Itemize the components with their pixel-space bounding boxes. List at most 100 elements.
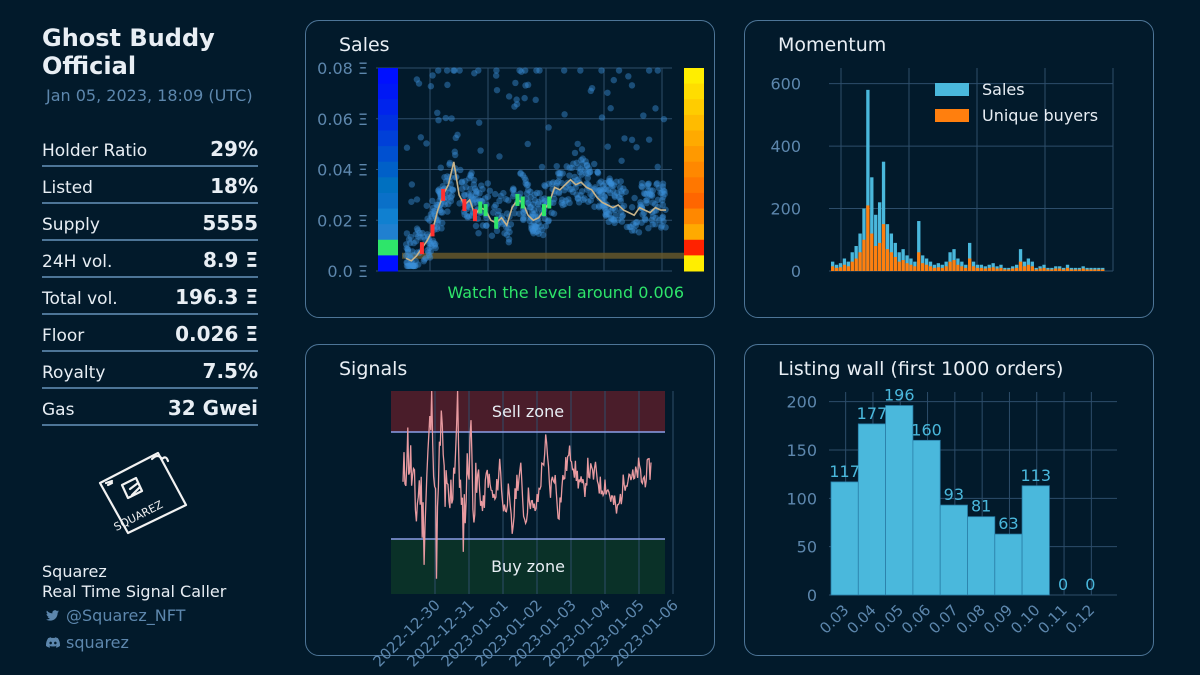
momentum-sales-bar [838, 263, 843, 271]
sales-point [561, 111, 568, 118]
sales-point [403, 259, 410, 266]
sales-point [654, 196, 662, 204]
stat-total-volume: Total vol. 196.3 Ξ [42, 277, 258, 315]
twitter-link[interactable]: @Squarez_NFT [46, 606, 185, 625]
sales-point [585, 165, 593, 172]
sales-point [596, 179, 603, 187]
momentum-buyers-bar [874, 246, 878, 271]
sales-point [582, 170, 590, 177]
sales-point [638, 219, 645, 226]
sales-point [578, 146, 586, 153]
sales-point [615, 216, 622, 224]
sales-point [587, 197, 595, 204]
listing-y-tick: 50 [797, 538, 817, 557]
sales-point [641, 215, 649, 222]
sales-point [503, 224, 510, 231]
sales-point [476, 190, 483, 197]
listing-y-tick: 0 [807, 586, 817, 605]
momentum-sales-bar [881, 161, 886, 271]
sales-point [658, 189, 666, 196]
sales-point [505, 93, 513, 100]
sales-point [481, 195, 489, 202]
sales-point [530, 206, 538, 214]
sales-point [495, 207, 502, 215]
sales-point [456, 200, 463, 207]
momentum-buyers-bar [948, 261, 952, 271]
sales-point [530, 211, 537, 218]
sales-point [488, 232, 496, 239]
momentum-buyers-bar [995, 268, 999, 271]
listing-bar [885, 405, 914, 596]
momentum-sales-bar [913, 261, 917, 271]
momentum-buyers-bar [968, 258, 972, 271]
sales-point [427, 83, 435, 90]
sales-point [659, 183, 666, 190]
momentum-buyers-bar [897, 261, 901, 271]
sales-point [575, 176, 582, 183]
momentum-buyers-bar [1085, 269, 1089, 271]
listing-bar-label: 113 [1020, 466, 1051, 485]
sales-point [404, 248, 412, 256]
sales-point [598, 67, 605, 74]
sales-point [659, 213, 667, 220]
sales-point [454, 131, 461, 139]
signals-title: Signals [339, 358, 408, 380]
sales-point [643, 190, 650, 198]
sales-point [566, 172, 573, 179]
sales-point [415, 261, 422, 268]
sales-point [475, 119, 483, 126]
stat-value: 7.5% [202, 359, 258, 383]
sales-point [438, 225, 445, 232]
stat-value: 29% [210, 137, 258, 161]
sales-point [407, 253, 414, 261]
sales-point [587, 168, 594, 176]
stat-listed: Listed 18% [42, 166, 258, 204]
sales-point [410, 262, 417, 270]
sales-point [493, 227, 501, 235]
discord-link[interactable]: squarez [46, 633, 129, 652]
sales-point [616, 184, 624, 191]
momentum-buyers-bar [1089, 269, 1093, 271]
sales-point [557, 169, 564, 177]
snapshot-date: Jan 05, 2023, 18:09 (UTC) [46, 86, 253, 105]
sales-point [633, 218, 641, 226]
sales-point [632, 222, 640, 229]
listing-x-tick: 0.07 [925, 601, 961, 637]
stat-value: 5555 [202, 211, 258, 235]
sales-point [479, 185, 486, 193]
momentum-buyers-bar [928, 266, 933, 271]
sales-heat-cell-left [378, 177, 398, 194]
sales-signal-marker [494, 216, 499, 229]
sales-heat-cell-right [684, 114, 704, 131]
momentum-buyers-bar [1003, 269, 1007, 271]
momentum-y-tick: 600 [770, 75, 801, 94]
sales-point [458, 179, 465, 186]
sales-y-tick: 0.08 Ξ [317, 59, 368, 78]
sales-point [551, 195, 558, 203]
sales-point [598, 114, 606, 121]
collection-title: Ghost Buddy Official [42, 24, 282, 80]
sales-point [527, 188, 534, 195]
sales-point [493, 67, 500, 74]
listing-bar [912, 439, 941, 596]
sales-point [414, 227, 422, 234]
sales-point [490, 209, 497, 216]
discord-icon [46, 633, 62, 652]
sales-point [574, 194, 582, 202]
sales-point [527, 204, 534, 211]
sales-point [619, 212, 627, 219]
sales-point [591, 203, 598, 210]
sales-heat-cell-left [378, 161, 398, 178]
sales-point [444, 194, 451, 202]
sales-point [609, 187, 617, 194]
listing-wall-title: Listing wall (first 1000 orders) [778, 358, 1064, 380]
sales-point [420, 233, 427, 240]
sales-point [604, 89, 611, 96]
sales-point [541, 195, 548, 202]
momentum-buyers-bar [1022, 266, 1027, 271]
momentum-buyers-bar [1054, 268, 1058, 271]
momentum-buyers-bar [964, 267, 968, 271]
sales-point [660, 187, 667, 194]
listing-x-tick: 0.09 [980, 601, 1016, 637]
sales-heat-cell-right [684, 161, 704, 178]
